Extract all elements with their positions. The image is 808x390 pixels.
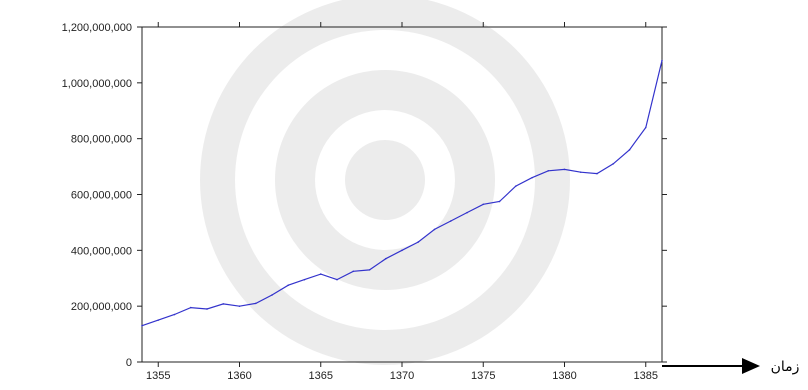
data-point bbox=[222, 303, 225, 305]
data-point bbox=[563, 168, 566, 171]
y-tick-label: 600,000,000 bbox=[71, 190, 132, 202]
y-tick-label: 200,000,000 bbox=[71, 301, 132, 313]
background-watermark bbox=[200, 0, 570, 365]
data-point bbox=[628, 149, 631, 151]
data-point bbox=[238, 305, 241, 307]
data-point bbox=[482, 203, 485, 206]
data-point bbox=[449, 220, 452, 222]
x-axis-label: زمان bbox=[771, 358, 800, 375]
data-point bbox=[547, 169, 550, 172]
y-tick-label: 0 bbox=[126, 357, 132, 369]
x-tick-label: 1365 bbox=[309, 370, 333, 382]
data-point bbox=[417, 241, 420, 243]
data-point bbox=[352, 270, 355, 273]
data-point bbox=[206, 308, 208, 310]
data-point bbox=[661, 59, 663, 62]
x-tick-label: 1375 bbox=[471, 370, 495, 382]
x-tick-label: 1385 bbox=[634, 370, 658, 382]
data-point bbox=[303, 278, 306, 281]
data-point bbox=[254, 302, 257, 305]
data-point bbox=[433, 228, 436, 231]
x-tick-label: 1355 bbox=[146, 370, 170, 382]
data-point bbox=[384, 257, 387, 260]
arrow-right-icon bbox=[742, 358, 760, 374]
data-point bbox=[466, 211, 468, 214]
data-point bbox=[401, 249, 403, 252]
data-point bbox=[514, 185, 517, 187]
y-tick-label: 1,200,000,000 bbox=[62, 22, 132, 34]
y-tick-label: 400,000,000 bbox=[71, 245, 132, 257]
data-point bbox=[531, 176, 533, 179]
series-layer bbox=[141, 59, 663, 327]
x-tick-label: 1380 bbox=[552, 370, 576, 382]
x-axis-label-group: زمان bbox=[662, 358, 799, 375]
data-point bbox=[319, 273, 322, 275]
data-point bbox=[368, 269, 371, 271]
y-tick-label: 800,000,000 bbox=[71, 134, 132, 146]
x-tick-label: 1360 bbox=[227, 370, 251, 382]
data-point bbox=[189, 306, 192, 309]
data-point bbox=[141, 324, 143, 327]
y-tick-label: 1,000,000,000 bbox=[62, 78, 132, 90]
data-point bbox=[498, 200, 501, 203]
y-axis: 0 200,000,000 400,000,000 600,000,000 800,00… bbox=[62, 22, 667, 369]
data-point bbox=[579, 171, 582, 173]
x-tick-label: 1370 bbox=[390, 370, 414, 382]
data-point bbox=[271, 294, 273, 296]
data-point bbox=[596, 172, 598, 175]
data-point bbox=[644, 126, 647, 129]
x-axis: 1355 1360 1365 1370 1375 1380 1385 bbox=[146, 22, 658, 382]
data-point bbox=[173, 313, 176, 316]
data-point bbox=[157, 319, 160, 321]
data-point bbox=[612, 162, 615, 165]
data-point bbox=[287, 284, 290, 287]
data-point bbox=[336, 278, 338, 281]
